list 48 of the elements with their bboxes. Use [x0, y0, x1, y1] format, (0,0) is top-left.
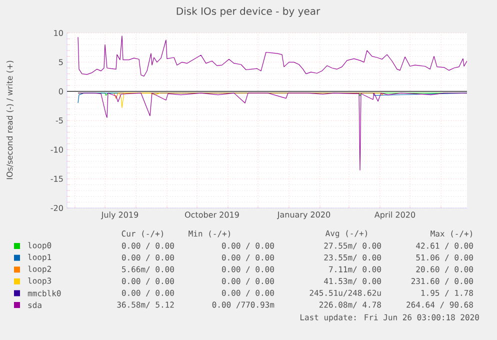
- text: Cur (-/+): [122, 230, 164, 238]
- legend-label: loop3: [28, 278, 52, 286]
- text: 0.00 / 0.00: [122, 290, 174, 297]
- text: Last update: Fri Jun 26 03:00:18 2020: [300, 314, 479, 322]
- x-tick-label: January 2020: [276, 212, 330, 220]
- text: 41.53m/ 0.00: [324, 278, 381, 285]
- text: Min (-/+): [188, 230, 230, 238]
- y-axis-title: IOs/second read (-) / write (+): [6, 60, 14, 180]
- text: 1.95 / 1.78: [421, 290, 473, 297]
- y-tick-label: 5: [58, 59, 63, 66]
- y-tick-label: -5: [56, 118, 63, 124]
- text: Avg (-/+): [325, 230, 368, 238]
- x-tick-label: April 2020: [374, 212, 416, 220]
- text: 36.58m/ 5.12: [117, 302, 174, 308]
- text: 226.08m/ 4.78: [319, 302, 381, 308]
- text: 231.60 / 0.00: [411, 278, 473, 285]
- text: 0.00 / 0.00: [222, 278, 274, 285]
- x-tick-label: July 2019: [100, 212, 138, 220]
- text: 5.66m/ 0.00: [122, 266, 174, 273]
- text: 23.55m/ 0.00: [324, 254, 381, 262]
- y-tick-label: 0: [58, 88, 63, 94]
- x-tick-label: October 2019: [185, 212, 239, 218]
- legend-label: sda: [28, 302, 42, 308]
- text: 0.00 / 0.00: [222, 290, 274, 297]
- text: 0.00 /770.93m: [212, 302, 274, 308]
- text: 27.55m/ 0.00: [324, 242, 381, 250]
- legend-label: loop2: [28, 266, 51, 274]
- y-tick-label: -10: [50, 146, 63, 153]
- chart-title: Disk IOs per device - by year: [176, 7, 320, 17]
- text: Max (-/+): [430, 230, 472, 238]
- text: 245.51u/248.62u: [310, 290, 381, 297]
- text: 0.00 / 0.00: [122, 242, 174, 250]
- text: 42.61 / 0.00: [416, 242, 473, 250]
- legend-label: mmcblk0: [28, 290, 61, 296]
- y-tick-label: -20: [50, 204, 63, 212]
- text: 0.00 / 0.00: [222, 266, 274, 273]
- text: 0.00 / 0.00: [222, 254, 274, 262]
- text: 20.60 / 0.00: [416, 266, 473, 273]
- y-tick-label: -15: [50, 176, 63, 182]
- text: 7.11m/ 0.00: [329, 266, 381, 273]
- text: 51.06 / 0.00: [416, 254, 473, 262]
- legend-label: loop1: [28, 254, 52, 262]
- legend-label: loop0: [28, 242, 52, 250]
- y-tick-label: 10: [54, 30, 63, 36]
- text: 264.64 / 90.68: [406, 302, 473, 308]
- text: 0.00 / 0.00: [222, 242, 274, 250]
- text: 0.00 / 0.00: [122, 254, 174, 262]
- text: 0.00 / 0.00: [122, 278, 174, 285]
